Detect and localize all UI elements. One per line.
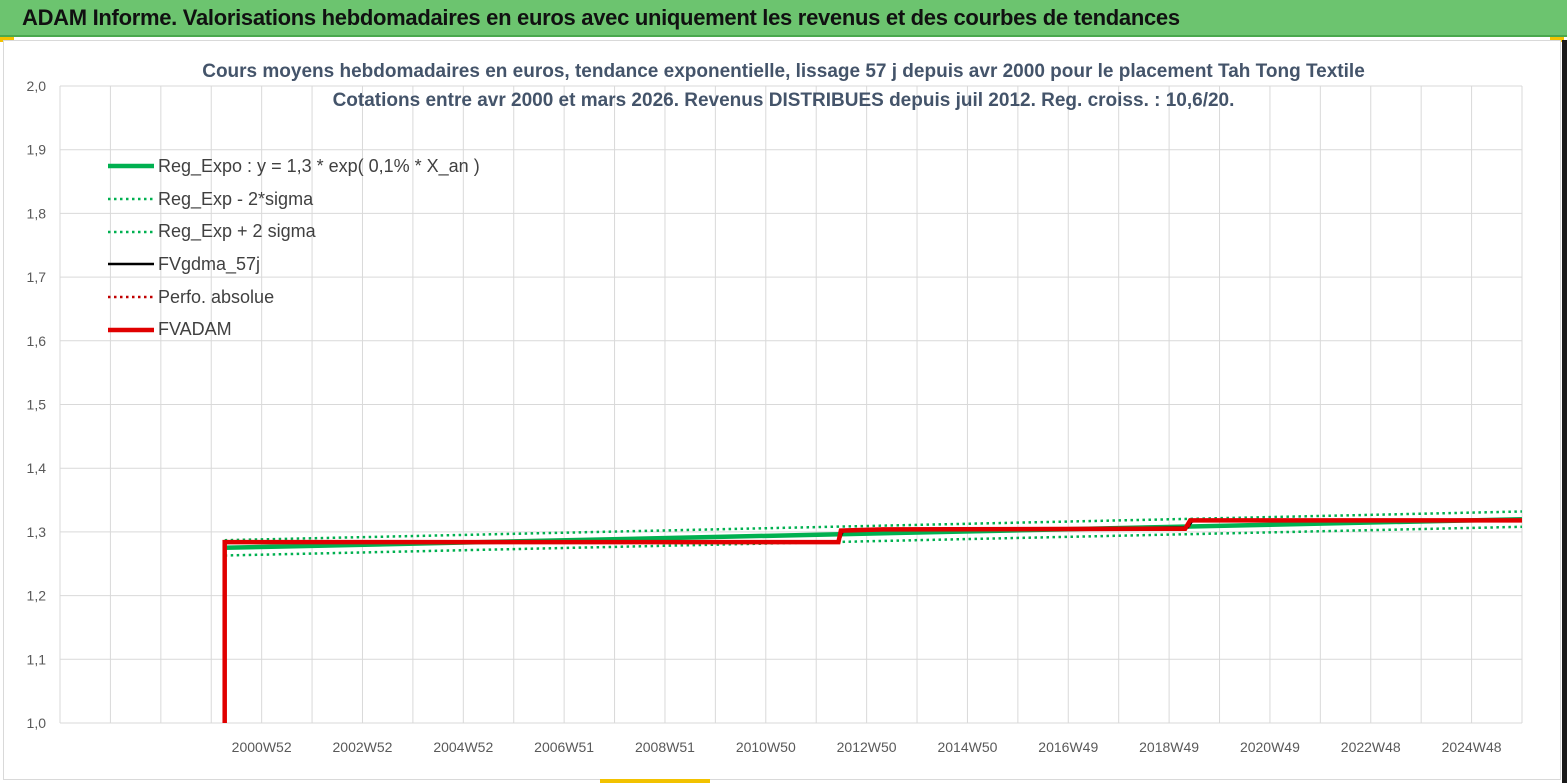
x-tick-label: 2020W49 xyxy=(1240,739,1300,755)
header-bar: ADAM Informe. Valorisations hebdomadaire… xyxy=(0,0,1567,37)
page-title: ADAM Informe. Valorisations hebdomadaire… xyxy=(22,5,1180,30)
chart-legend: Reg_Expo : y = 1,3 * exp( 0,1% * X_an ) R… xyxy=(108,150,480,346)
legend-item: Reg_Exp + 2 sigma xyxy=(108,215,480,248)
legend-item: Reg_Exp - 2*sigma xyxy=(108,183,480,216)
corner-mark-left xyxy=(0,37,14,42)
y-tick-label: 1,5 xyxy=(27,397,47,413)
y-tick-label: 1,8 xyxy=(27,205,47,221)
legend-item: FVgdma_57j xyxy=(108,248,480,281)
legend-swatch xyxy=(108,263,154,266)
legend-swatch xyxy=(108,230,154,233)
x-tick-label: 2022W48 xyxy=(1341,739,1401,755)
y-tick-label: 1,1 xyxy=(27,651,47,667)
legend-label: FVgdma_57j xyxy=(158,253,261,274)
legend-swatch xyxy=(108,197,154,201)
x-tick-label: 2008W51 xyxy=(635,739,695,755)
x-tick-label: 2004W52 xyxy=(433,739,493,755)
series-line-2 xyxy=(224,510,1523,542)
legend-swatch xyxy=(108,164,154,169)
bottom-marker xyxy=(600,779,710,783)
legend-swatch xyxy=(108,295,154,299)
legend-item: Perfo. absolue xyxy=(108,281,480,314)
y-tick-label: 1,2 xyxy=(27,588,47,604)
y-tick-label: 1,6 xyxy=(27,333,47,349)
y-tick-label: 1,4 xyxy=(27,460,47,476)
series-line-5 xyxy=(222,518,1522,723)
chart-area xyxy=(3,40,1561,780)
x-tick-label: 2018W49 xyxy=(1139,739,1199,755)
legend-label: Reg_Exp + 2 sigma xyxy=(158,221,316,242)
corner-mark-right xyxy=(1550,37,1564,42)
legend-item: Reg_Expo : y = 1,3 * exp( 0,1% * X_an ) xyxy=(108,150,480,183)
x-tick-label: 2016W49 xyxy=(1038,739,1098,755)
x-tick-label: 2002W52 xyxy=(333,739,393,755)
x-tick-label: 2000W52 xyxy=(232,739,292,755)
y-tick-label: 2,0 xyxy=(27,78,47,94)
legend-label: Reg_Expo : y = 1,3 * exp( 0,1% * X_an ) xyxy=(158,155,480,176)
legend-label: Reg_Exp - 2*sigma xyxy=(158,188,314,209)
y-tick-label: 1,9 xyxy=(27,142,47,158)
y-tick-label: 1,0 xyxy=(27,715,47,731)
series-line-1 xyxy=(224,525,1523,557)
x-tick-label: 2014W50 xyxy=(937,739,997,755)
legend-label: FVADAM xyxy=(158,319,232,340)
window-edge xyxy=(1562,40,1567,783)
chart-subtitle: Cotations entre avr 2000 et mars 2026. R… xyxy=(332,90,1235,111)
chart-title: Cours moyens hebdomadaires en euros, ten… xyxy=(202,61,1365,82)
x-tick-label: 2010W50 xyxy=(736,739,796,755)
legend-item: FVADAM xyxy=(108,313,480,346)
legend-label: Perfo. absolue xyxy=(158,286,275,307)
x-tick-label: 2012W50 xyxy=(837,739,897,755)
legend-swatch xyxy=(108,327,154,333)
y-tick-label: 1,7 xyxy=(27,269,47,285)
x-tick-label: 2006W51 xyxy=(534,739,594,755)
y-tick-label: 1,3 xyxy=(27,524,47,540)
x-tick-label: 2024W48 xyxy=(1442,739,1502,755)
